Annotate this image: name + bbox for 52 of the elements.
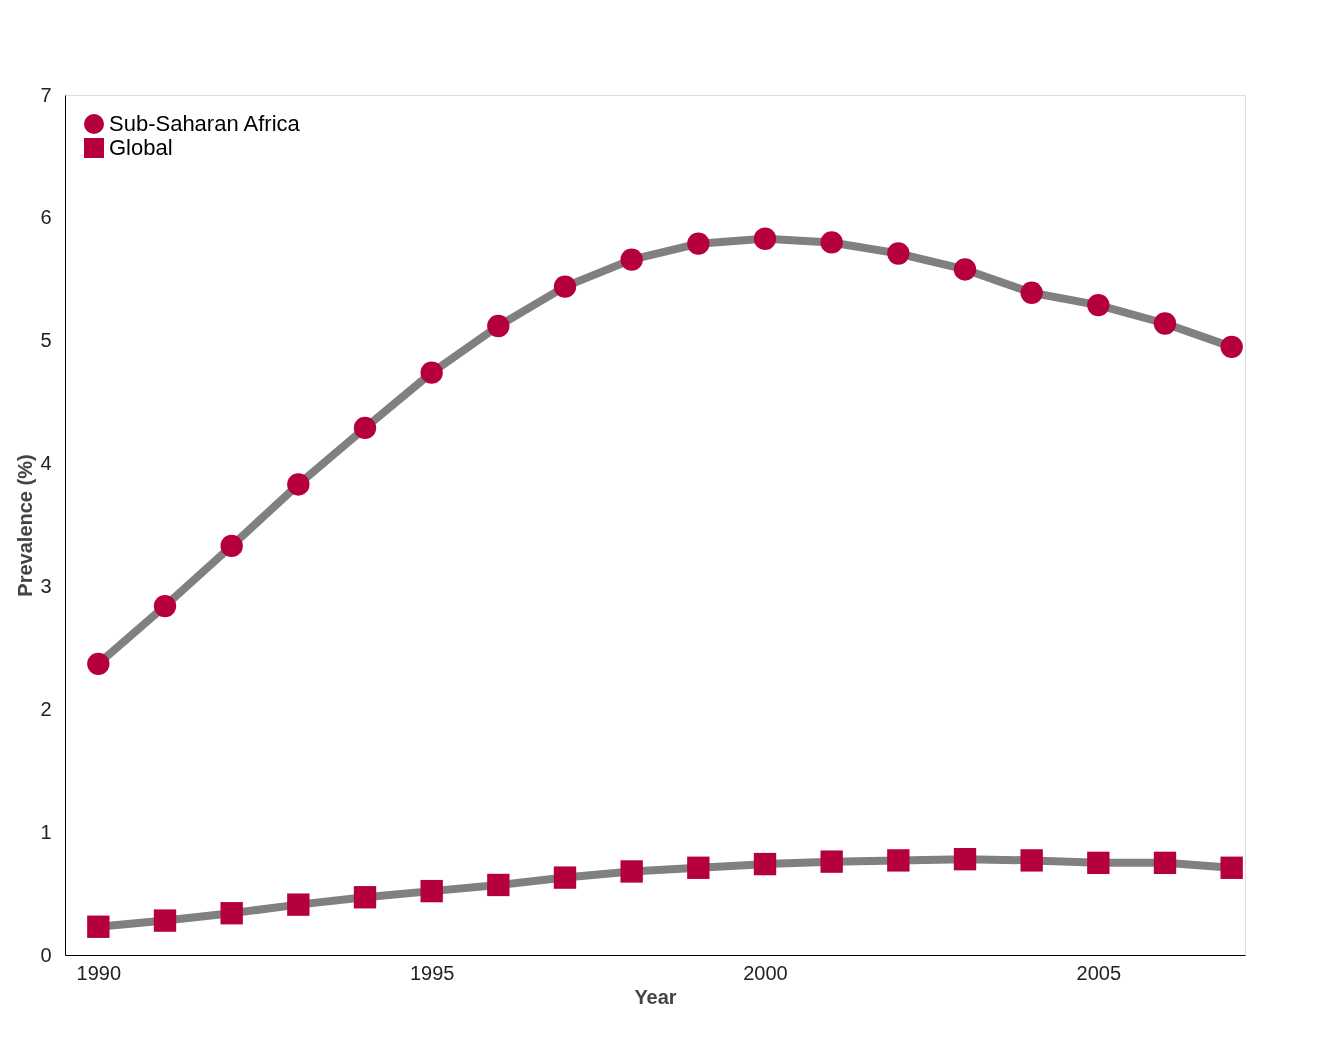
y-tick-label: 4 — [40, 452, 52, 475]
point — [287, 893, 310, 916]
point — [1153, 851, 1177, 875]
y-tick-label: 7 — [40, 83, 52, 106]
point — [1020, 849, 1043, 872]
point — [353, 416, 377, 440]
point — [1153, 312, 1177, 335]
point — [1087, 851, 1110, 875]
point — [220, 902, 243, 925]
point — [87, 652, 110, 675]
point — [153, 909, 177, 932]
x-tick-label: 1995 — [409, 961, 455, 984]
point — [620, 860, 643, 883]
point — [687, 232, 710, 255]
y-tick-label: 0 — [40, 943, 52, 966]
point — [420, 879, 443, 903]
point — [753, 852, 777, 876]
point — [287, 473, 310, 496]
x-tick-label: 1990 — [76, 961, 122, 984]
point — [953, 258, 977, 281]
point — [220, 534, 243, 558]
point — [887, 849, 910, 872]
point — [753, 227, 777, 250]
point — [153, 594, 177, 618]
point — [420, 361, 443, 384]
x-tick-label: 2005 — [1076, 961, 1122, 984]
y-tick-label: 1 — [40, 820, 52, 843]
y-tick-label: 5 — [40, 329, 52, 352]
point — [1220, 856, 1243, 879]
x-axis-title: Year — [634, 985, 677, 1008]
x-tick-label: 2000 — [743, 961, 788, 984]
point — [820, 850, 843, 873]
point — [487, 314, 510, 338]
point — [620, 248, 643, 271]
y-axis-title: Prevalence (%) — [14, 454, 37, 597]
point — [687, 856, 710, 879]
y-tick-label: 2 — [40, 697, 52, 720]
y-tick-label: 6 — [40, 206, 52, 229]
point — [487, 873, 510, 897]
point — [820, 231, 843, 254]
legend-label: Sub-Saharan Africa — [109, 111, 301, 136]
point — [953, 847, 977, 871]
point — [1087, 293, 1110, 317]
legend-label: Global — [109, 135, 173, 160]
point — [553, 275, 577, 298]
point — [553, 866, 577, 889]
point — [1020, 281, 1043, 304]
point — [87, 915, 110, 938]
y-tick-label: 3 — [40, 574, 52, 597]
point — [887, 242, 910, 265]
point — [353, 886, 377, 909]
point — [1220, 335, 1243, 359]
